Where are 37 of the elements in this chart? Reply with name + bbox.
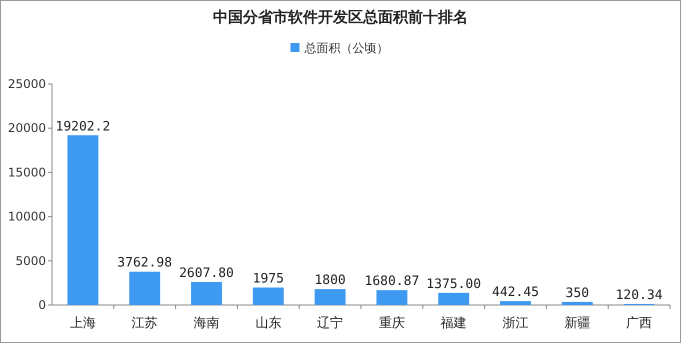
x-tick-label: 山东 [255, 316, 282, 331]
data-label: 350 [566, 286, 590, 301]
x-tick-label: 海南 [194, 316, 220, 331]
bar [191, 282, 222, 305]
y-tick-label: 10000 [8, 210, 46, 224]
y-tick-label: 15000 [8, 165, 46, 180]
bar [500, 301, 531, 305]
data-label: 19202.2 [56, 119, 110, 134]
x-tick-label: 新疆 [564, 316, 590, 331]
bar [314, 289, 346, 305]
bar [252, 288, 284, 305]
y-tick-label: 5000 [15, 254, 46, 268]
bar [562, 302, 593, 305]
bar [438, 292, 470, 305]
y-tick-label: 0 [38, 298, 46, 312]
data-label: 120.34 [616, 288, 663, 303]
y-tick-label: 25000 [8, 77, 46, 91]
legend-label: 总面积（公顷） [304, 41, 388, 55]
x-tick-label: 辽宁 [317, 315, 344, 331]
bar [67, 135, 98, 305]
data-label: 1680.87 [364, 274, 420, 290]
x-tick-label: 江苏 [132, 316, 158, 331]
data-label: 2607.80 [179, 266, 234, 281]
y-tick-label: 20000 [8, 121, 46, 136]
data-label: 3762.98 [117, 256, 172, 271]
x-tick-label: 广西 [626, 316, 652, 331]
x-tick-label: 重庆 [378, 316, 405, 331]
bar [129, 272, 160, 305]
data-label: 1375.00 [426, 276, 482, 292]
chart-title: 中国分省市软件开发区总面积前十排名 [213, 8, 468, 26]
x-tick-label: 浙江 [502, 316, 528, 331]
x-tick-label: 上海 [70, 316, 96, 331]
data-label: 1975 [252, 272, 284, 287]
data-label: 1800 [314, 273, 346, 288]
data-label: 442.45 [492, 285, 539, 300]
bar [376, 290, 408, 305]
x-tick-label: 福建 [440, 316, 467, 331]
